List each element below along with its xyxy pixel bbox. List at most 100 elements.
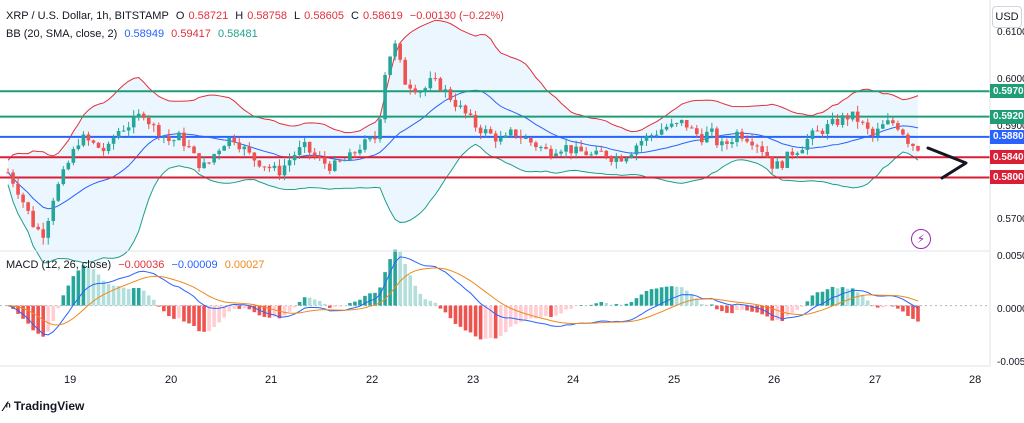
candle <box>569 145 573 160</box>
candle <box>664 123 669 132</box>
macd-hist-bar <box>267 305 272 318</box>
macd-hist-bar <box>629 302 634 306</box>
macd-hist-bar <box>31 305 35 331</box>
candle-body <box>705 131 709 143</box>
candle-body <box>584 151 588 156</box>
macd-hist-bar <box>508 305 513 327</box>
candle <box>373 131 377 144</box>
candle <box>187 139 191 149</box>
macd-hist-bar <box>539 305 543 318</box>
macd-hist-bar <box>46 305 51 332</box>
candle <box>534 140 538 151</box>
macd-legend[interactable]: MACD (12, 26, close) −0.00036 −0.00009 0… <box>6 259 265 271</box>
candle <box>825 119 830 140</box>
currency-button[interactable]: USD <box>992 6 1022 28</box>
macd-hist-bar <box>36 305 40 334</box>
candle-body <box>136 113 141 117</box>
candle <box>815 125 820 132</box>
candle-body <box>830 118 835 125</box>
x-tick: 20 <box>165 374 178 386</box>
macd-hist-bar <box>312 299 317 306</box>
candle <box>172 139 176 147</box>
candle-body <box>111 137 116 144</box>
candle <box>116 127 121 140</box>
macd-hist-bar <box>659 287 664 306</box>
candle <box>463 104 468 119</box>
tradingview-logo[interactable]: ⁄ⁿ TradingView <box>4 398 84 414</box>
candle-body <box>202 162 206 168</box>
macd-hist-bar <box>845 288 850 306</box>
macd-hist-bar <box>182 305 186 322</box>
candle <box>403 57 407 85</box>
macd-hist-bar <box>584 305 588 306</box>
candle <box>152 122 156 132</box>
macd-hist-bar <box>664 286 669 306</box>
macd-hist-bar <box>21 305 25 319</box>
candle-body <box>886 120 890 125</box>
candle-body <box>493 133 498 142</box>
candle <box>76 138 81 151</box>
candle-body <box>106 143 111 152</box>
candle-body <box>810 130 815 139</box>
macd-hist-bar <box>343 305 347 307</box>
macd-hist-bar <box>705 304 709 306</box>
candle <box>56 182 61 202</box>
candle-body <box>272 165 277 169</box>
candle-body <box>443 89 448 91</box>
candle <box>473 110 478 132</box>
candle <box>689 125 694 129</box>
macd-hist-bar <box>564 305 568 310</box>
candle <box>247 142 252 155</box>
candle-body <box>604 150 609 158</box>
candle-body <box>700 134 704 143</box>
candle <box>574 140 578 159</box>
lightning-icon[interactable]: ⚡ <box>911 229 931 249</box>
candle-body <box>262 166 267 168</box>
bb-legend[interactable]: BB (20, SMA, close, 2) 0.58949 0.59417 0… <box>6 28 258 40</box>
candle-body <box>146 117 151 125</box>
macd-hist-bar <box>443 305 448 313</box>
candle <box>790 147 795 160</box>
candle-body <box>901 129 905 135</box>
candle-body <box>343 159 347 162</box>
candle-body <box>639 140 644 146</box>
candle <box>61 166 66 186</box>
macd-hist-bar <box>121 287 126 306</box>
candle-body <box>413 88 418 93</box>
candle-body <box>388 56 392 75</box>
candle <box>227 137 232 149</box>
candle-body <box>815 130 820 132</box>
macd-hist-bar <box>805 301 810 306</box>
candle <box>267 164 272 172</box>
candle-body <box>131 116 136 128</box>
candle <box>614 153 619 169</box>
candle-body <box>302 141 307 148</box>
macd-hist-bar <box>881 305 885 308</box>
candle-body <box>564 145 568 152</box>
candle <box>478 124 483 140</box>
macd-hist-bar <box>302 297 307 306</box>
candle-body <box>348 152 352 160</box>
macd-hist-bar <box>840 287 845 306</box>
candle-body <box>91 140 96 143</box>
candle-body <box>549 148 553 157</box>
candle-body <box>252 152 257 161</box>
candle <box>81 131 86 148</box>
macd-hist-bar <box>473 305 478 337</box>
bb-upper-line <box>7 19 919 161</box>
macd-hist-bar <box>619 304 624 306</box>
macd-hist-bar <box>383 272 387 306</box>
macd-hist-bar <box>297 302 302 306</box>
candle <box>810 128 815 146</box>
macd-hist-bar <box>177 305 181 319</box>
candle-body <box>16 183 20 195</box>
candle <box>745 135 749 144</box>
candle-body <box>725 141 729 144</box>
candle <box>393 40 397 61</box>
candle <box>36 223 40 231</box>
price-label-3: 0.5840 <box>990 150 1024 165</box>
macd-hist-bar <box>901 305 905 312</box>
candle <box>448 86 453 103</box>
